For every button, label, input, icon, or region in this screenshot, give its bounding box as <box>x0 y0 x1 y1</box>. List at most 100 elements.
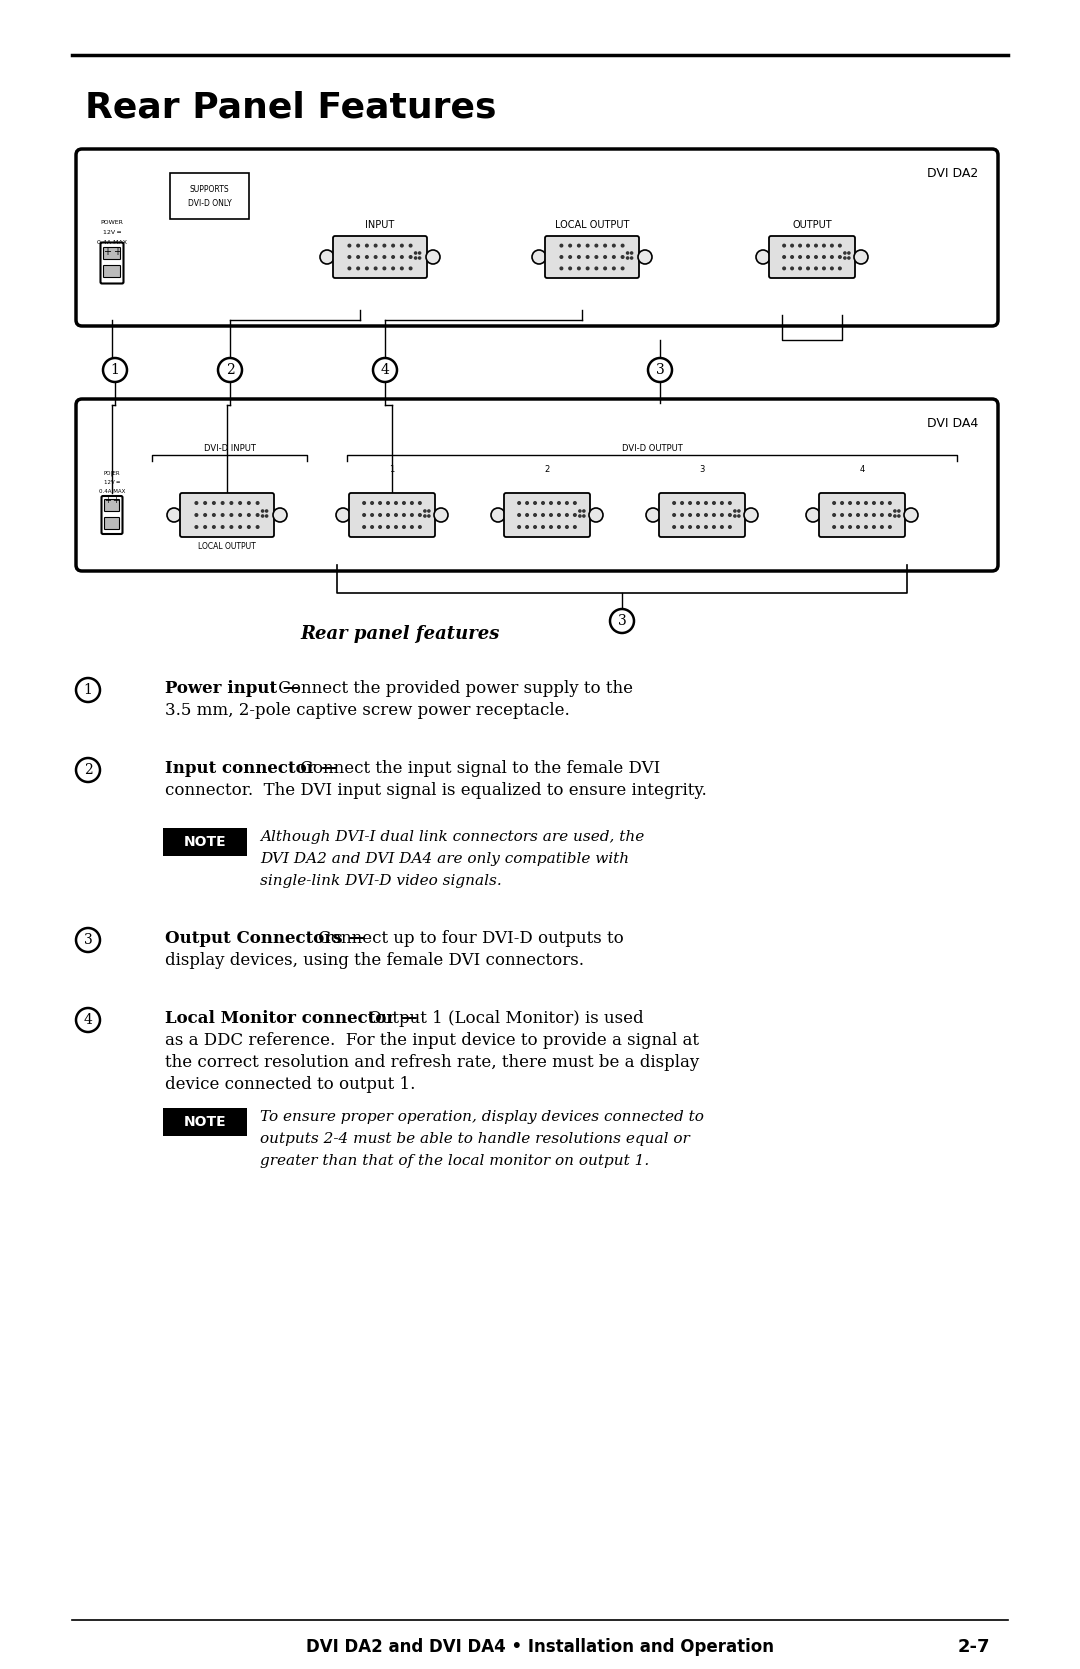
Circle shape <box>348 244 351 247</box>
Circle shape <box>738 511 740 512</box>
Circle shape <box>213 526 215 529</box>
Circle shape <box>526 502 528 504</box>
Text: as a DDC reference.  For the input device to provide a signal at: as a DDC reference. For the input device… <box>165 1031 699 1050</box>
Circle shape <box>403 502 405 504</box>
Circle shape <box>697 502 700 504</box>
Circle shape <box>569 244 571 247</box>
Circle shape <box>799 244 801 247</box>
Circle shape <box>799 267 801 270</box>
Text: SUPPORTS: SUPPORTS <box>190 185 229 194</box>
Circle shape <box>273 507 287 522</box>
Circle shape <box>865 514 867 516</box>
Circle shape <box>838 255 841 259</box>
Text: 12V ═: 12V ═ <box>103 230 121 235</box>
Text: 0.4A MAX: 0.4A MAX <box>98 489 125 494</box>
Circle shape <box>394 502 397 504</box>
Circle shape <box>733 511 735 512</box>
Circle shape <box>583 511 585 512</box>
Circle shape <box>221 526 224 529</box>
Circle shape <box>356 244 360 247</box>
Text: single-link DVI-D video signals.: single-link DVI-D video signals. <box>260 875 502 888</box>
Circle shape <box>167 507 181 522</box>
Circle shape <box>880 502 883 504</box>
Circle shape <box>410 514 414 516</box>
Circle shape <box>889 514 891 516</box>
Circle shape <box>856 526 860 529</box>
Circle shape <box>873 526 875 529</box>
Circle shape <box>720 502 724 504</box>
Circle shape <box>604 267 606 270</box>
FancyBboxPatch shape <box>170 174 249 219</box>
Circle shape <box>791 267 794 270</box>
Text: Rear Panel Features: Rear Panel Features <box>85 90 497 124</box>
Text: DVI DA2: DVI DA2 <box>927 167 978 180</box>
Circle shape <box>517 514 521 516</box>
Circle shape <box>366 244 368 247</box>
Circle shape <box>363 514 365 516</box>
Circle shape <box>849 502 851 504</box>
Circle shape <box>841 502 843 504</box>
Text: 0.4A MAX: 0.4A MAX <box>97 240 127 245</box>
Circle shape <box>403 514 405 516</box>
Circle shape <box>550 514 552 516</box>
Text: Output Connectors —: Output Connectors — <box>165 930 365 946</box>
Circle shape <box>103 357 127 382</box>
Circle shape <box>604 255 606 259</box>
Text: DVI-D OUTPUT: DVI-D OUTPUT <box>622 444 683 452</box>
Circle shape <box>833 514 836 516</box>
Circle shape <box>532 250 546 264</box>
Circle shape <box>848 252 850 254</box>
Text: 2-7: 2-7 <box>958 1637 990 1656</box>
Circle shape <box>415 257 417 259</box>
Text: 4: 4 <box>83 1013 93 1026</box>
FancyBboxPatch shape <box>349 492 435 537</box>
Circle shape <box>401 255 403 259</box>
FancyBboxPatch shape <box>769 235 855 279</box>
Circle shape <box>673 502 675 504</box>
Circle shape <box>517 526 521 529</box>
Circle shape <box>814 267 818 270</box>
Circle shape <box>379 514 381 516</box>
Circle shape <box>261 516 264 517</box>
Circle shape <box>256 514 259 516</box>
Circle shape <box>806 507 820 522</box>
FancyBboxPatch shape <box>163 1108 247 1137</box>
Circle shape <box>517 502 521 504</box>
Circle shape <box>239 526 242 529</box>
Circle shape <box>783 244 785 247</box>
Circle shape <box>579 516 581 517</box>
Circle shape <box>566 502 568 504</box>
Circle shape <box>843 257 846 259</box>
Circle shape <box>713 502 715 504</box>
Circle shape <box>621 244 624 247</box>
Text: 3: 3 <box>656 362 664 377</box>
FancyBboxPatch shape <box>76 399 998 571</box>
Circle shape <box>738 516 740 517</box>
Circle shape <box>733 516 735 517</box>
Circle shape <box>370 502 374 504</box>
Circle shape <box>394 526 397 529</box>
Text: greater than that of the local monitor on output 1.: greater than that of the local monitor o… <box>260 1153 649 1168</box>
Circle shape <box>213 502 215 504</box>
Circle shape <box>542 502 544 504</box>
Circle shape <box>841 526 843 529</box>
Circle shape <box>409 255 411 259</box>
Circle shape <box>838 244 841 247</box>
Circle shape <box>680 502 684 504</box>
Circle shape <box>586 244 589 247</box>
Circle shape <box>595 244 597 247</box>
Circle shape <box>204 502 206 504</box>
Circle shape <box>578 244 580 247</box>
Circle shape <box>375 244 377 247</box>
Circle shape <box>573 526 577 529</box>
Circle shape <box>621 267 624 270</box>
Circle shape <box>595 255 597 259</box>
Circle shape <box>383 255 386 259</box>
Circle shape <box>873 514 875 516</box>
Text: LOCAL OUTPUT: LOCAL OUTPUT <box>198 542 256 551</box>
FancyBboxPatch shape <box>819 492 905 537</box>
Circle shape <box>586 255 589 259</box>
Circle shape <box>230 502 232 504</box>
Circle shape <box>419 257 421 259</box>
Text: +: + <box>105 496 111 504</box>
